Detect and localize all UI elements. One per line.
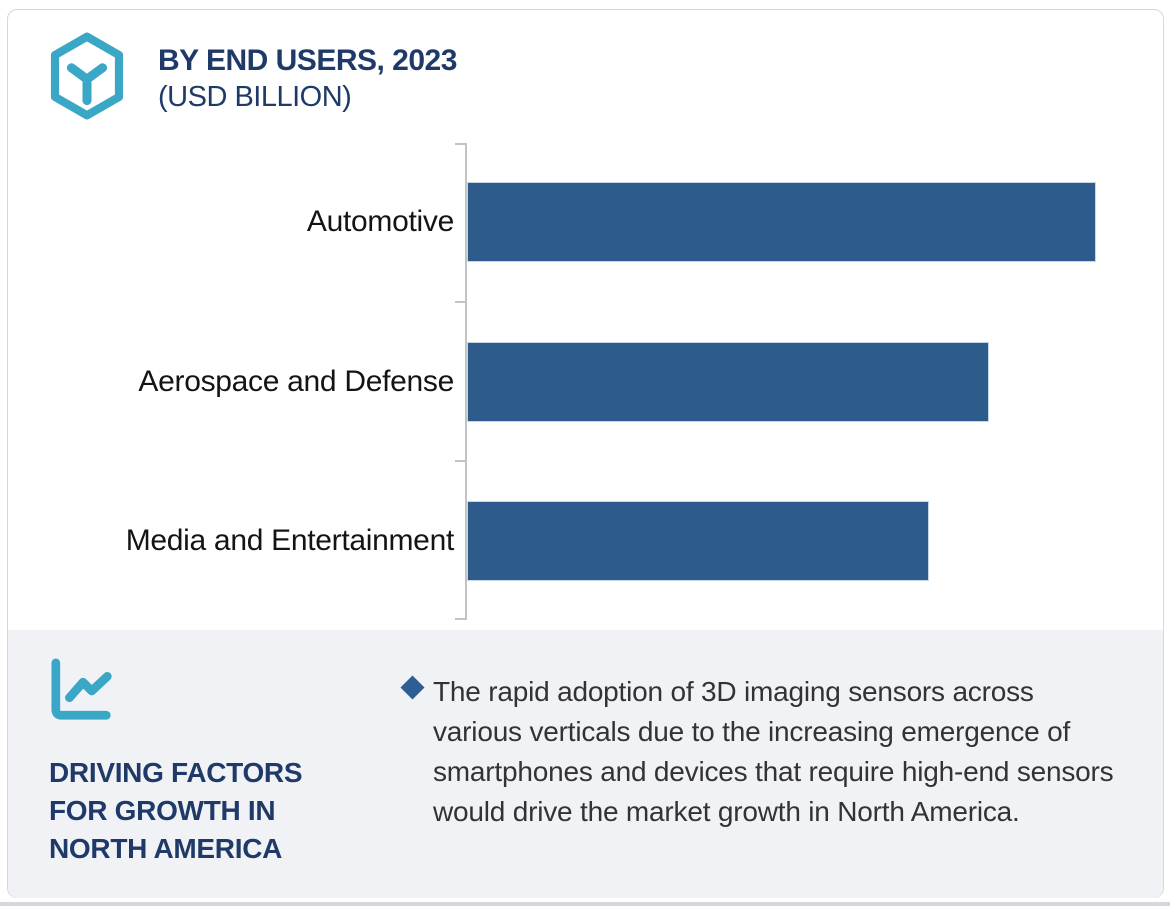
bottom-edge-divider	[0, 902, 1170, 906]
hexagon-cube-icon	[50, 32, 124, 120]
diamond-bullet-icon	[400, 675, 425, 700]
bar-automotive	[467, 182, 1096, 262]
infographic-card: BY END USERS, 2023 (USD BILLION) Automot…	[7, 9, 1164, 898]
axis-tick	[455, 460, 466, 462]
bar-label-aerospace-defense: Aerospace and Defense	[138, 365, 454, 398]
chart-subtitle: (USD BILLION)	[158, 81, 352, 113]
axis-tick	[455, 618, 466, 620]
panel-bullet-text: The rapid adoption of 3D imaging sensors…	[433, 676, 1114, 827]
panel-heading: DRIVING FACTORS FOR GROWTH IN NORTH AMER…	[49, 757, 303, 864]
trend-chart-icon	[51, 658, 112, 720]
axis-tick	[455, 143, 466, 145]
bar-label-media-entertainment: Media and Entertainment	[125, 524, 455, 557]
y-axis-line	[465, 143, 467, 620]
chart-title: BY END USERS, 2023	[158, 44, 457, 77]
chart-title-block: BY END USERS, 2023 (USD BILLION)	[158, 42, 457, 115]
driving-factors-panel: DRIVING FACTORS FOR GROWTH IN NORTH AMER…	[8, 630, 1163, 898]
bar-media-entertainment	[467, 501, 929, 581]
axis-tick	[455, 301, 466, 303]
bar-label-automotive: Automotive	[306, 205, 454, 238]
bar-aerospace-defense	[467, 342, 989, 422]
